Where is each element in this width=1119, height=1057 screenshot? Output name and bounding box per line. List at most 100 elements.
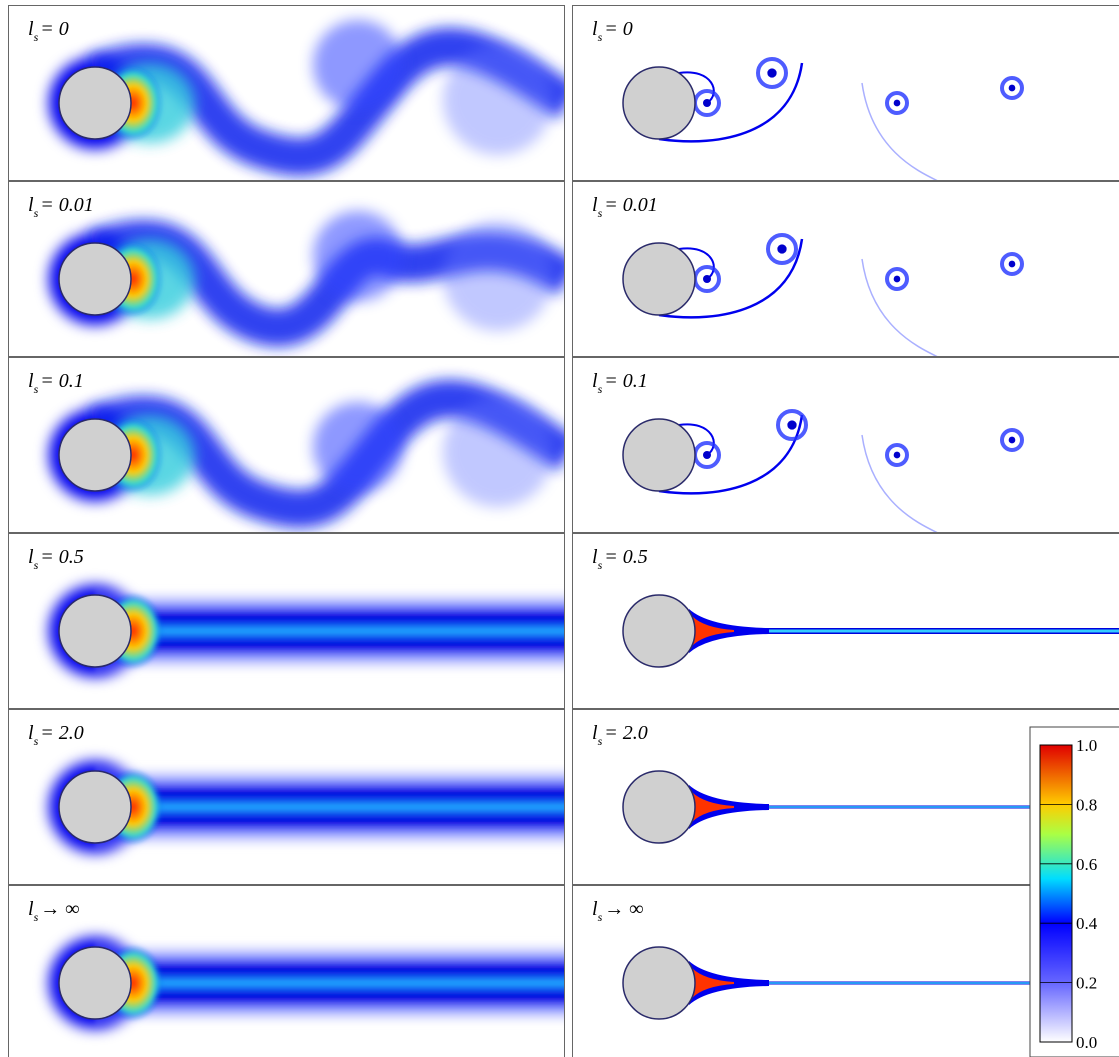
wake — [95, 938, 652, 1028]
label-subscript: s — [598, 30, 603, 44]
panel-label: ls= 0.1 — [592, 370, 648, 396]
label-rest: = 0 — [40, 18, 69, 40]
vortex-core — [767, 68, 776, 77]
cylinder — [59, 595, 131, 667]
panel-label: ls= 0.5 — [28, 546, 84, 572]
flow-field — [623, 59, 1022, 183]
flow-field — [623, 235, 1022, 359]
vortex — [313, 20, 403, 110]
colorbar-tick-label: 0.8 — [1076, 795, 1097, 814]
wake — [95, 762, 652, 852]
vortex-core — [894, 100, 901, 107]
label-subscript: s — [34, 558, 39, 572]
label-subscript: s — [598, 206, 603, 220]
flow-field — [623, 595, 1119, 667]
flow-field — [49, 397, 568, 509]
panel: ls= 0 — [9, 6, 569, 181]
label-rest: = 2.0 — [604, 722, 648, 744]
vortex-core — [1009, 85, 1016, 92]
label-subscript: s — [598, 734, 603, 748]
panel: ls= 0.1 — [9, 358, 569, 533]
label-rest: = 0.01 — [604, 194, 658, 216]
vortex-core — [787, 420, 796, 429]
label-subscript: s — [34, 382, 39, 396]
vortex-core — [894, 452, 901, 459]
panel-label: ls= 0.1 — [28, 370, 84, 396]
cylinder — [59, 67, 131, 139]
label-subscript: s — [598, 910, 603, 924]
colorbar-tick-label: 0.6 — [1076, 855, 1097, 874]
cylinder — [59, 771, 131, 843]
colorbar-scale — [1040, 745, 1072, 1042]
vortex-core — [703, 275, 711, 283]
colorbar: 1.0 0.8 0.6 0.4 0.2 0.0 — [1030, 727, 1119, 1057]
vortex-core — [703, 99, 711, 107]
colorbar-tick-label: 0.2 — [1076, 974, 1097, 993]
vortex-core — [1009, 261, 1016, 268]
label-rest: = 0.01 — [40, 194, 94, 216]
panel-label: ls= 0.01 — [592, 194, 658, 220]
cylinder — [623, 771, 695, 843]
colorbar-tick-label: 0.0 — [1076, 1033, 1097, 1052]
panel: ls= 0.01 — [9, 182, 569, 357]
flow-field — [49, 585, 652, 677]
vortex — [443, 221, 553, 331]
cylinder — [59, 243, 131, 315]
panel: ls= 0.5 — [573, 534, 1119, 709]
label-subscript: s — [34, 30, 39, 44]
figure: ls= 0 ls= 0 ls= 0.01 ls= 0.01 ls= 0.1 ls= 0.1… — [0, 0, 1119, 1057]
flow-field — [49, 211, 568, 331]
label-rest: → ∞ — [604, 898, 643, 920]
label-subscript: s — [34, 734, 39, 748]
cylinder — [59, 947, 131, 1019]
flow-field — [49, 761, 652, 853]
vortex-core — [894, 276, 901, 283]
panel-label: ls→ ∞ — [28, 898, 80, 924]
page: ls= 0 ls= 0 ls= 0.01 ls= 0.01 ls= 0.1 ls= 0.1… — [0, 0, 1119, 1057]
flow-field — [49, 20, 568, 157]
wake — [95, 586, 652, 676]
panel: ls= 0 — [573, 6, 1119, 184]
panel-label: ls= 0 — [28, 18, 69, 44]
panel-label: ls= 0.01 — [28, 194, 94, 220]
label-rest: → ∞ — [40, 898, 79, 920]
panel: ls= 0.5 — [9, 534, 653, 709]
label-rest: = 0.1 — [604, 370, 648, 392]
cylinder — [623, 67, 695, 139]
panel-label: ls= 0.5 — [592, 546, 648, 572]
vortex — [443, 45, 553, 155]
panel-label: ls= 0 — [592, 18, 633, 44]
panel-label: ls= 2.0 — [592, 722, 648, 748]
flow-field — [49, 937, 652, 1029]
label-rest: = 0.5 — [40, 546, 84, 568]
label-subscript: s — [598, 558, 603, 572]
label-subscript: s — [34, 910, 39, 924]
filament — [862, 435, 942, 535]
vortex — [443, 397, 553, 507]
vortex-core — [1009, 437, 1016, 444]
filament — [862, 259, 942, 359]
vortex-core — [777, 244, 786, 253]
vortex — [313, 211, 403, 301]
cylinder — [623, 243, 695, 315]
label-subscript: s — [598, 382, 603, 396]
vortex-core — [703, 451, 711, 459]
panel: ls= 0.01 — [573, 182, 1119, 360]
panel-label: ls→ ∞ — [592, 898, 644, 924]
colorbar-tick-label: 1.0 — [1076, 736, 1097, 755]
cylinder — [623, 947, 695, 1019]
panel: ls= 0.1 — [573, 358, 1119, 536]
cylinder — [59, 419, 131, 491]
label-rest: = 2.0 — [40, 722, 84, 744]
panel-label: ls= 2.0 — [28, 722, 84, 748]
label-rest: = 0.1 — [40, 370, 84, 392]
panel: ls→ ∞ — [9, 886, 653, 1057]
vortex — [313, 402, 403, 492]
label-rest: = 0 — [604, 18, 633, 40]
cylinder — [623, 595, 695, 667]
flow-field — [623, 411, 1022, 535]
label-rest: = 0.5 — [604, 546, 648, 568]
cylinder — [623, 419, 695, 491]
colorbar-tick-label: 0.4 — [1076, 914, 1098, 933]
panel: ls= 2.0 — [9, 710, 653, 885]
